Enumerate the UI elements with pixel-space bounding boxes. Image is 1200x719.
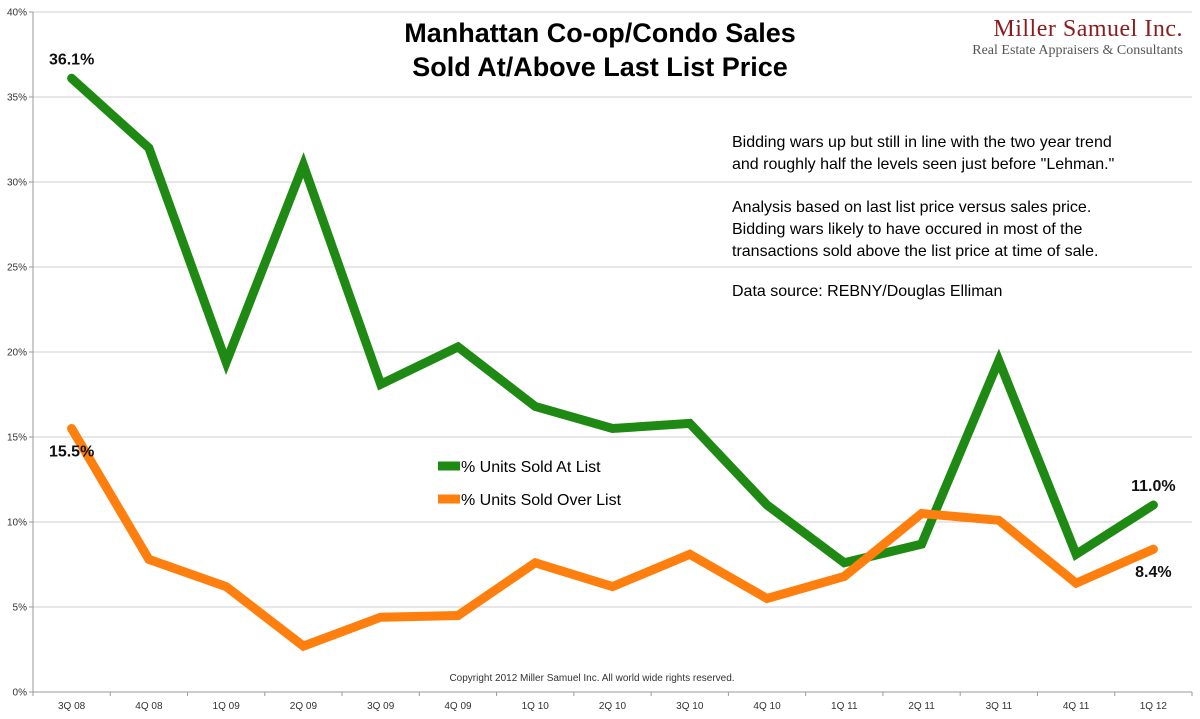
series-lines bbox=[67, 73, 1158, 652]
x-tick-label: 3Q 09 bbox=[367, 701, 395, 712]
x-tick-label: 4Q 10 bbox=[753, 701, 781, 712]
x-tick-label: 3Q 10 bbox=[676, 701, 704, 712]
x-tick-label: 4Q 08 bbox=[135, 701, 163, 712]
y-tick-label: 20% bbox=[7, 348, 27, 359]
legend-label-over-list: % Units Sold Over List bbox=[461, 492, 622, 509]
note-line-3: Analysis based on last list price versus… bbox=[732, 199, 1091, 216]
x-tick-label: 2Q 10 bbox=[599, 701, 627, 712]
y-tick-label: 25% bbox=[7, 263, 27, 274]
copyright-notice: Copyright 2012 Miller Samuel Inc. All wo… bbox=[449, 673, 734, 684]
x-tick-label: 3Q 08 bbox=[58, 701, 86, 712]
y-tick-label: 5% bbox=[13, 603, 28, 614]
x-tick-label: 1Q 09 bbox=[213, 701, 241, 712]
logo-tagline: Real Estate Appraisers & Consultants bbox=[972, 43, 1183, 58]
data-label: 15.5% bbox=[49, 444, 94, 461]
y-tick-label: 35% bbox=[7, 93, 27, 104]
y-tick-label: 30% bbox=[7, 178, 27, 189]
note-line-4: Bidding wars likely to have occured in m… bbox=[732, 221, 1083, 238]
note-line-6: Data source: REBNY/Douglas Elliman bbox=[732, 283, 1002, 300]
annotation-notes: Bidding wars up but still in line with t… bbox=[732, 134, 1114, 300]
x-tick-label: 1Q 12 bbox=[1140, 701, 1168, 712]
note-line-5: transactions sold above the list price a… bbox=[732, 243, 1098, 260]
x-tick-label: 3Q 11 bbox=[986, 701, 1013, 712]
x-tick-label: 4Q 09 bbox=[444, 701, 472, 712]
x-tick-label: 2Q 09 bbox=[290, 701, 318, 712]
logo: Miller Samuel Inc. Real Estate Appraiser… bbox=[972, 16, 1183, 58]
legend: % Units Sold At List % Units Sold Over L… bbox=[438, 459, 622, 509]
x-tick-label: 4Q 11 bbox=[1063, 701, 1090, 712]
x-tick-label: 1Q 11 bbox=[831, 701, 858, 712]
chart-title-line-1: Manhattan Co-op/Condo Sales bbox=[404, 18, 796, 48]
y-axis-ticks: 0% 5% 10% 15% 20% 25% 30% 35% 40% bbox=[7, 8, 33, 699]
logo-name: Miller Samuel Inc. bbox=[993, 16, 1183, 42]
x-axis-ticks: 3Q 08 4Q 08 1Q 09 2Q 09 3Q 09 4Q 09 1Q 10 2Q 10… bbox=[32, 692, 1193, 712]
y-tick-label: 0% bbox=[13, 688, 28, 699]
y-tick-label: 40% bbox=[7, 8, 27, 19]
chart-title-line-2: Sold At/Above Last List Price bbox=[412, 52, 788, 82]
data-labels: 36.1% 15.5% 11.0% 8.4% bbox=[49, 51, 1176, 581]
note-line-1: Bidding wars up but still in line with t… bbox=[732, 134, 1112, 151]
note-line-2: and roughly half the levels seen just be… bbox=[732, 156, 1114, 173]
y-tick-label: 10% bbox=[7, 518, 27, 529]
series-line-over-list bbox=[67, 424, 1158, 652]
data-label: 8.4% bbox=[1135, 564, 1171, 581]
x-tick-label: 2Q 11 bbox=[908, 701, 935, 712]
legend-label-at-list: % Units Sold At List bbox=[461, 459, 601, 476]
data-label: 36.1% bbox=[49, 51, 94, 68]
x-tick-label: 1Q 10 bbox=[522, 701, 550, 712]
series-line-at-list bbox=[67, 73, 1158, 568]
y-tick-label: 15% bbox=[7, 433, 27, 444]
data-label: 11.0% bbox=[1131, 478, 1175, 495]
